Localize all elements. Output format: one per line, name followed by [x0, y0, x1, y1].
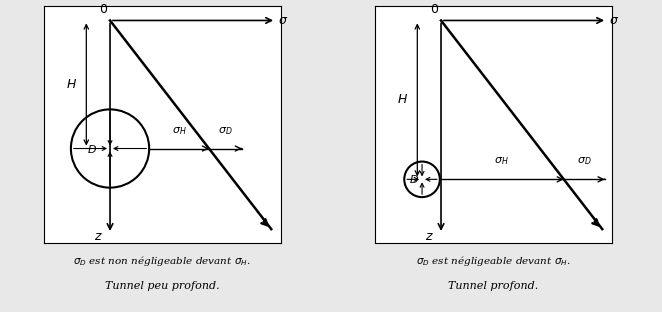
Text: Tunnel profond.: Tunnel profond. — [448, 281, 538, 291]
Text: $D$: $D$ — [409, 173, 419, 185]
Text: $0$: $0$ — [99, 3, 108, 16]
Text: $\sigma$: $\sigma$ — [279, 14, 289, 27]
Text: $\sigma_H$: $\sigma_H$ — [171, 125, 187, 137]
Text: $H$: $H$ — [397, 93, 408, 106]
Text: $\sigma_D$: $\sigma_D$ — [577, 156, 592, 168]
Text: $z$: $z$ — [425, 230, 434, 243]
Text: $\sigma_D$ est non négligeable devant $\sigma_H$.: $\sigma_D$ est non négligeable devant $\… — [73, 254, 251, 268]
Text: Tunnel peu profond.: Tunnel peu profond. — [105, 281, 220, 291]
Text: $z$: $z$ — [94, 230, 103, 243]
Text: $\sigma_D$: $\sigma_D$ — [218, 125, 233, 137]
Text: $0$: $0$ — [430, 3, 439, 16]
Text: $\sigma_D$ est négligeable devant $\sigma_H$.: $\sigma_D$ est négligeable devant $\sigm… — [416, 254, 571, 268]
Text: $\sigma_H$: $\sigma_H$ — [495, 156, 509, 168]
Text: $\sigma$: $\sigma$ — [610, 14, 620, 27]
Text: $H$: $H$ — [66, 78, 77, 91]
Text: $D$: $D$ — [87, 143, 97, 154]
